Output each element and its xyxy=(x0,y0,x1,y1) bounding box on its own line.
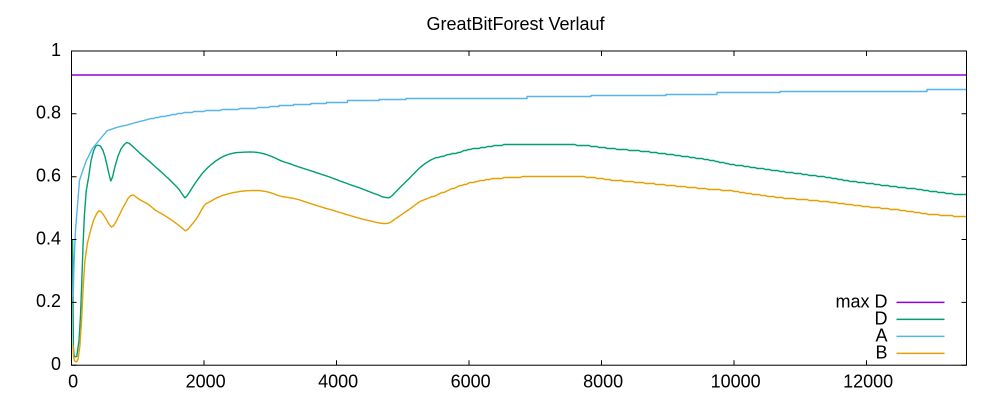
svg-text:12000: 12000 xyxy=(843,371,893,391)
svg-text:max D: max D xyxy=(835,291,887,311)
svg-text:0.4: 0.4 xyxy=(36,228,61,248)
svg-text:0.2: 0.2 xyxy=(36,291,61,311)
svg-text:B: B xyxy=(875,342,887,362)
svg-text:A: A xyxy=(875,325,887,345)
svg-text:0.8: 0.8 xyxy=(36,103,61,123)
svg-text:1: 1 xyxy=(51,40,61,60)
svg-text:10000: 10000 xyxy=(711,371,761,391)
svg-text:6000: 6000 xyxy=(451,371,491,391)
svg-text:8000: 8000 xyxy=(583,371,623,391)
svg-text:0: 0 xyxy=(51,354,61,374)
svg-text:0.6: 0.6 xyxy=(36,166,61,186)
svg-text:4000: 4000 xyxy=(318,371,358,391)
svg-text:D: D xyxy=(875,308,888,328)
svg-text:2000: 2000 xyxy=(186,371,226,391)
svg-text:GreatBitForest Verlauf: GreatBitForest Verlauf xyxy=(426,14,605,34)
svg-text:0: 0 xyxy=(68,371,78,391)
